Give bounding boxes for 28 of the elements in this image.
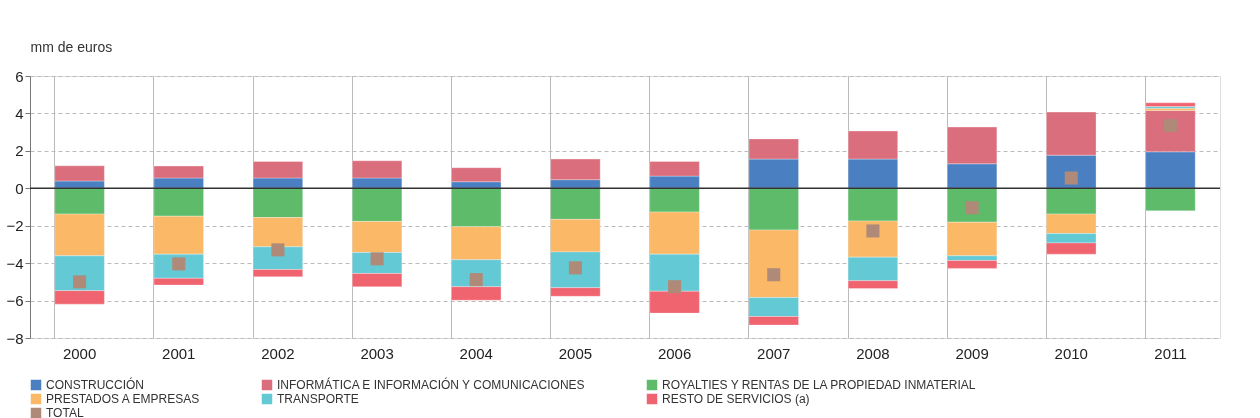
y-tick-label: 0 [15,179,24,197]
x-tick-label: 2005 [558,344,593,362]
x-tick-label: 2011 [1154,344,1187,362]
x-tick-label: 2008 [856,344,890,362]
legend-label: CONSTRUCCIÓN [46,377,144,392]
y-tick-label: −8 [6,329,24,347]
legend-label: TOTAL [46,406,84,418]
x-tick-label: 2001 [162,344,196,362]
y-tick-label: −6 [6,292,24,310]
legend-label: ROYALTIES Y RENTAS DE LA PROPIEDAD INMATERIAL [662,378,976,392]
y-tick-label: 6 [15,67,24,85]
legend-label: TRANSPORTE [277,392,359,406]
x-tick-label: 2004 [459,344,493,362]
y-axis-title: mm de euros [30,38,113,55]
x-tick-label: 2003 [360,344,394,362]
y-tick-label: −4 [6,254,24,272]
x-tick-label: 2010 [1054,344,1088,362]
y-tick-label: 4 [15,104,24,122]
legend-label: PRESTADOS A EMPRESAS [46,392,200,406]
legend-label: INFORMÁTICA E INFORMACIÓN Y COMUNICACIONES [277,377,585,392]
x-tick-label: 2006 [657,344,692,362]
x-tick-label: 2002 [261,344,295,362]
x-tick-label: 2000 [62,344,97,362]
y-tick-label: 2 [15,142,24,160]
x-tick-label: 2009 [955,344,989,362]
legend-label: RESTO DE SERVICIOS (a) [662,392,810,406]
y-tick-label: −2 [6,217,24,235]
x-tick-label: 2007 [757,344,791,362]
